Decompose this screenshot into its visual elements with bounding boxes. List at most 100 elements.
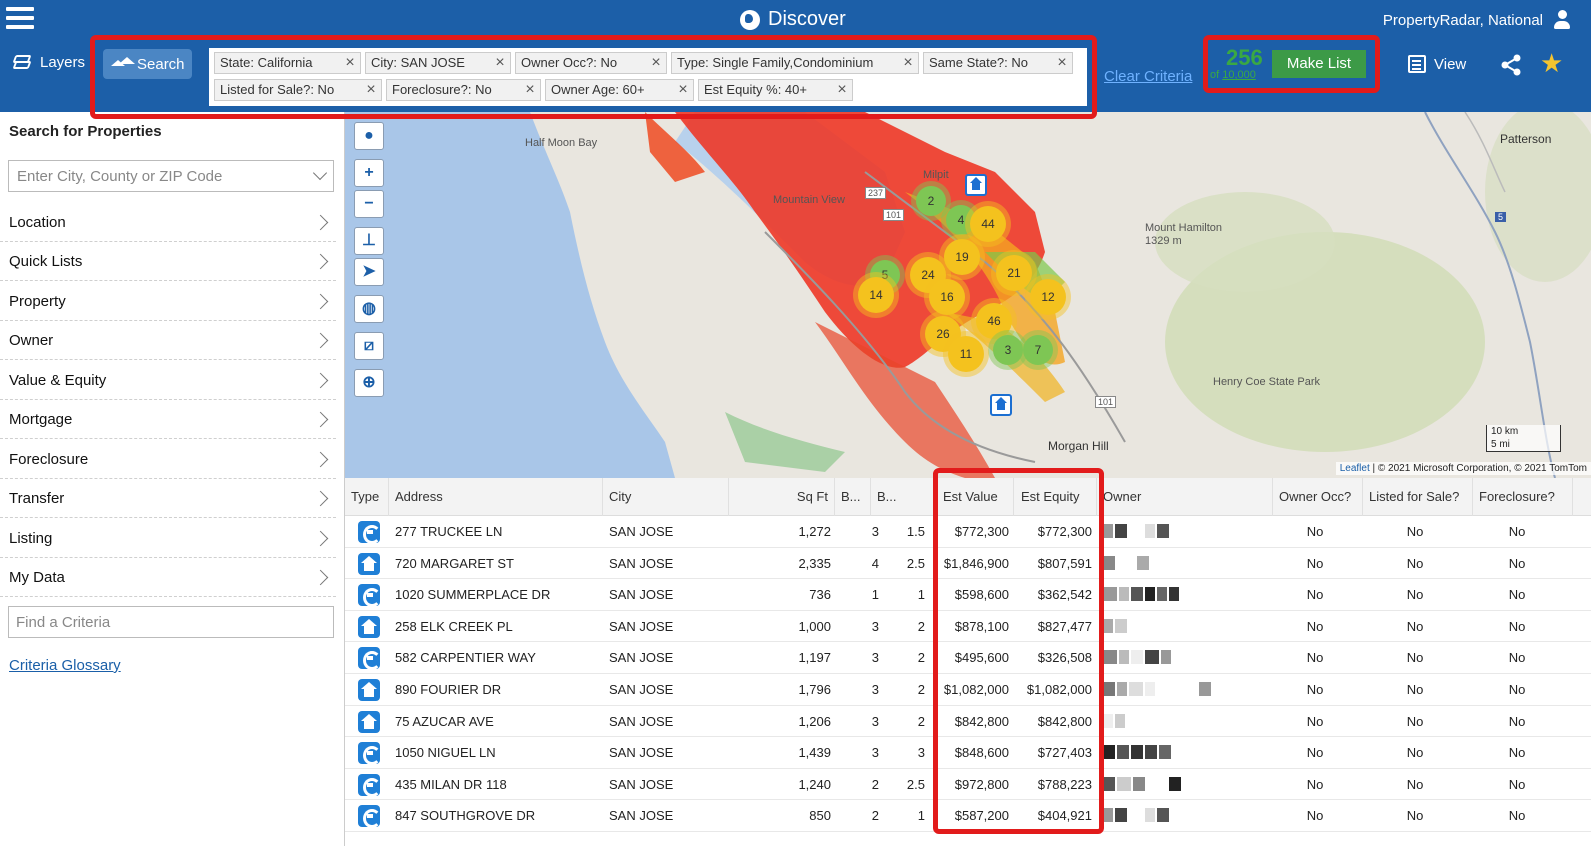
account-name[interactable]: PropertyRadar, National bbox=[1382, 12, 1543, 29]
remove-icon[interactable]: × bbox=[345, 54, 355, 71]
remove-icon[interactable]: × bbox=[903, 54, 913, 71]
remove-icon[interactable]: × bbox=[525, 81, 535, 98]
view-button[interactable]: View bbox=[1408, 55, 1466, 73]
ruler-icon[interactable]: ⧄ bbox=[354, 332, 384, 360]
target-icon[interactable]: ⊕ bbox=[354, 369, 384, 397]
column-header[interactable]: Type bbox=[345, 478, 389, 516]
sidebar-item-value-equity[interactable]: Value & Equity bbox=[0, 361, 336, 400]
table-row[interactable]: 1020 SUMMERPLACE DR SAN JOSE 736 1 1 $598,600… bbox=[345, 579, 1591, 611]
criteria-glossary-link[interactable]: Criteria Glossary bbox=[9, 657, 121, 674]
cell-beds: 3 bbox=[871, 713, 879, 729]
cell-est-equity: $326,508 bbox=[1037, 650, 1092, 666]
remove-icon[interactable]: × bbox=[837, 81, 847, 98]
column-header[interactable]: Sq Ft bbox=[729, 478, 835, 516]
sidebar-item-property[interactable]: Property bbox=[0, 282, 336, 321]
leaflet-link[interactable]: Leaflet bbox=[1339, 463, 1370, 474]
criteria-chip[interactable]: City: SAN JOSE × bbox=[365, 52, 511, 74]
sidebar-item-location[interactable]: Location bbox=[0, 203, 336, 242]
owner-redacted bbox=[1103, 555, 1151, 570]
map-cluster[interactable]: 2 bbox=[916, 186, 946, 216]
map-cluster[interactable]: 21 bbox=[996, 255, 1032, 291]
find-criteria-input[interactable]: Find a Criteria bbox=[8, 606, 334, 638]
search-button[interactable]: Search bbox=[103, 49, 192, 79]
location-search-input[interactable]: Enter City, County or ZIP Code bbox=[8, 160, 334, 192]
map-cluster[interactable]: 3 bbox=[993, 335, 1023, 365]
cell-listed: No bbox=[1406, 618, 1424, 634]
navigate-icon[interactable]: ➤ bbox=[354, 258, 384, 286]
map-cluster[interactable]: 12 bbox=[1030, 279, 1066, 315]
criteria-chip[interactable]: Foreclosure?: No × bbox=[386, 79, 541, 101]
condo-icon bbox=[358, 584, 381, 608]
location-pin-icon[interactable]: ● bbox=[354, 122, 384, 150]
column-header[interactable]: Est Equity bbox=[1015, 478, 1097, 516]
pushpin-icon[interactable]: ⊥ bbox=[354, 227, 384, 255]
sidebar-item-owner[interactable]: Owner bbox=[0, 321, 336, 360]
table-row[interactable]: 890 FOURIER DR SAN JOSE 1,796 3 2 $1,082,000 $… bbox=[345, 674, 1591, 706]
table-row[interactable]: 277 TRUCKEE LN SAN JOSE 1,272 3 1.5 $772,300 $… bbox=[345, 516, 1591, 548]
home-marker-icon[interactable] bbox=[965, 174, 987, 196]
remove-icon[interactable]: × bbox=[651, 54, 661, 71]
remove-icon[interactable]: × bbox=[495, 54, 505, 71]
map-cluster[interactable]: 14 bbox=[858, 277, 894, 313]
criteria-chip[interactable]: State: California × bbox=[214, 52, 361, 74]
menu-icon[interactable] bbox=[6, 7, 34, 31]
cell-baths: 2 bbox=[917, 682, 925, 697]
criteria-chip[interactable]: Owner Age: 60+ × bbox=[545, 79, 694, 101]
cell-foreclosure: No bbox=[1508, 587, 1526, 603]
map-view[interactable]: ● + − ⊥ ➤ ◍ ⧄ ⊕ Half Moon Bay Milpit Mou… bbox=[345, 112, 1591, 478]
table-row[interactable]: 75 AZUCAR AVE SAN JOSE 1,206 3 2 $842,800 $842… bbox=[345, 706, 1591, 738]
criteria-chip[interactable]: Owner Occ?: No × bbox=[515, 52, 667, 74]
criteria-chip[interactable]: Type: Single Family,Condominium × bbox=[671, 52, 919, 74]
sidebar-item-mortgage[interactable]: Mortgage bbox=[0, 400, 336, 439]
home-marker-icon[interactable] bbox=[990, 394, 1012, 416]
cell-baths: 1.5 bbox=[906, 524, 925, 539]
sidebar-item-quick-lists[interactable]: Quick Lists bbox=[0, 242, 336, 281]
column-header[interactable]: Foreclosure? bbox=[1473, 478, 1573, 516]
column-header[interactable]: City bbox=[603, 478, 729, 516]
remove-icon[interactable]: × bbox=[1057, 54, 1067, 71]
table-row[interactable]: 582 CARPENTIER WAY SAN JOSE 1,197 3 2 $495,60… bbox=[345, 642, 1591, 674]
table-row[interactable]: 720 MARGARET ST SAN JOSE 2,335 4 2.5 $1,846,9… bbox=[345, 548, 1591, 580]
layers-button[interactable]: Layers bbox=[12, 54, 85, 71]
remove-icon[interactable]: × bbox=[366, 81, 376, 98]
user-icon[interactable] bbox=[1553, 10, 1571, 30]
map-cluster[interactable]: 46 bbox=[976, 303, 1012, 339]
criteria-chip[interactable]: Est Equity %: 40+ × bbox=[698, 79, 853, 101]
sidebar-item-foreclosure[interactable]: Foreclosure bbox=[0, 440, 336, 479]
map-cluster[interactable]: 16 bbox=[929, 279, 965, 315]
cell-city: SAN JOSE bbox=[609, 745, 674, 761]
globe-icon[interactable]: ◍ bbox=[354, 295, 384, 323]
cell-est-equity: $362,542 bbox=[1037, 587, 1092, 603]
limit-link[interactable]: 10,000 bbox=[1222, 69, 1256, 81]
owner-redacted bbox=[1103, 776, 1183, 791]
star-icon[interactable]: ★ bbox=[1540, 48, 1564, 78]
table-row[interactable]: 435 MILAN DR 118 SAN JOSE 1,240 2 2.5 $972,80… bbox=[345, 769, 1591, 801]
table-row[interactable]: 258 ELK CREEK PL SAN JOSE 1,000 3 2 $878,100 $… bbox=[345, 611, 1591, 643]
map-cluster[interactable]: 19 bbox=[944, 239, 980, 275]
column-header[interactable]: B... bbox=[871, 478, 935, 516]
table-row[interactable]: 1050 NIGUEL LN SAN JOSE 1,439 3 3 $848,600 $72… bbox=[345, 737, 1591, 769]
zoom-in-icon[interactable]: + bbox=[354, 159, 384, 187]
column-header[interactable]: Address bbox=[389, 478, 603, 516]
map-cluster[interactable]: 44 bbox=[970, 206, 1006, 242]
column-header[interactable]: Est Value bbox=[937, 478, 1014, 516]
column-header[interactable]: Listed for Sale? bbox=[1363, 478, 1473, 516]
column-header[interactable]: Owner Occ? bbox=[1273, 478, 1363, 516]
criteria-chip[interactable]: Listed for Sale?: No × bbox=[214, 79, 382, 101]
clear-criteria-link[interactable]: Clear Criteria bbox=[1104, 68, 1193, 85]
share-icon[interactable] bbox=[1500, 54, 1522, 76]
sidebar-item-listing[interactable]: Listing bbox=[0, 519, 336, 558]
column-header[interactable]: Owner bbox=[1097, 478, 1273, 516]
map-cluster[interactable]: 11 bbox=[948, 336, 984, 372]
make-list-button[interactable]: Make List bbox=[1272, 50, 1366, 78]
criteria-chip[interactable]: Same State?: No × bbox=[923, 52, 1073, 74]
cell-address: 1020 SUMMERPLACE DR bbox=[395, 587, 551, 603]
column-header[interactable]: B... bbox=[835, 478, 871, 516]
chevron-down-icon[interactable] bbox=[312, 165, 328, 181]
zoom-out-icon[interactable]: − bbox=[354, 190, 384, 218]
map-cluster[interactable]: 7 bbox=[1023, 335, 1053, 365]
road-shield: 237 bbox=[865, 187, 887, 199]
sidebar-item-transfer[interactable]: Transfer bbox=[0, 479, 336, 518]
remove-icon[interactable]: × bbox=[678, 81, 688, 98]
sidebar-item-my-data[interactable]: My Data bbox=[0, 558, 336, 597]
